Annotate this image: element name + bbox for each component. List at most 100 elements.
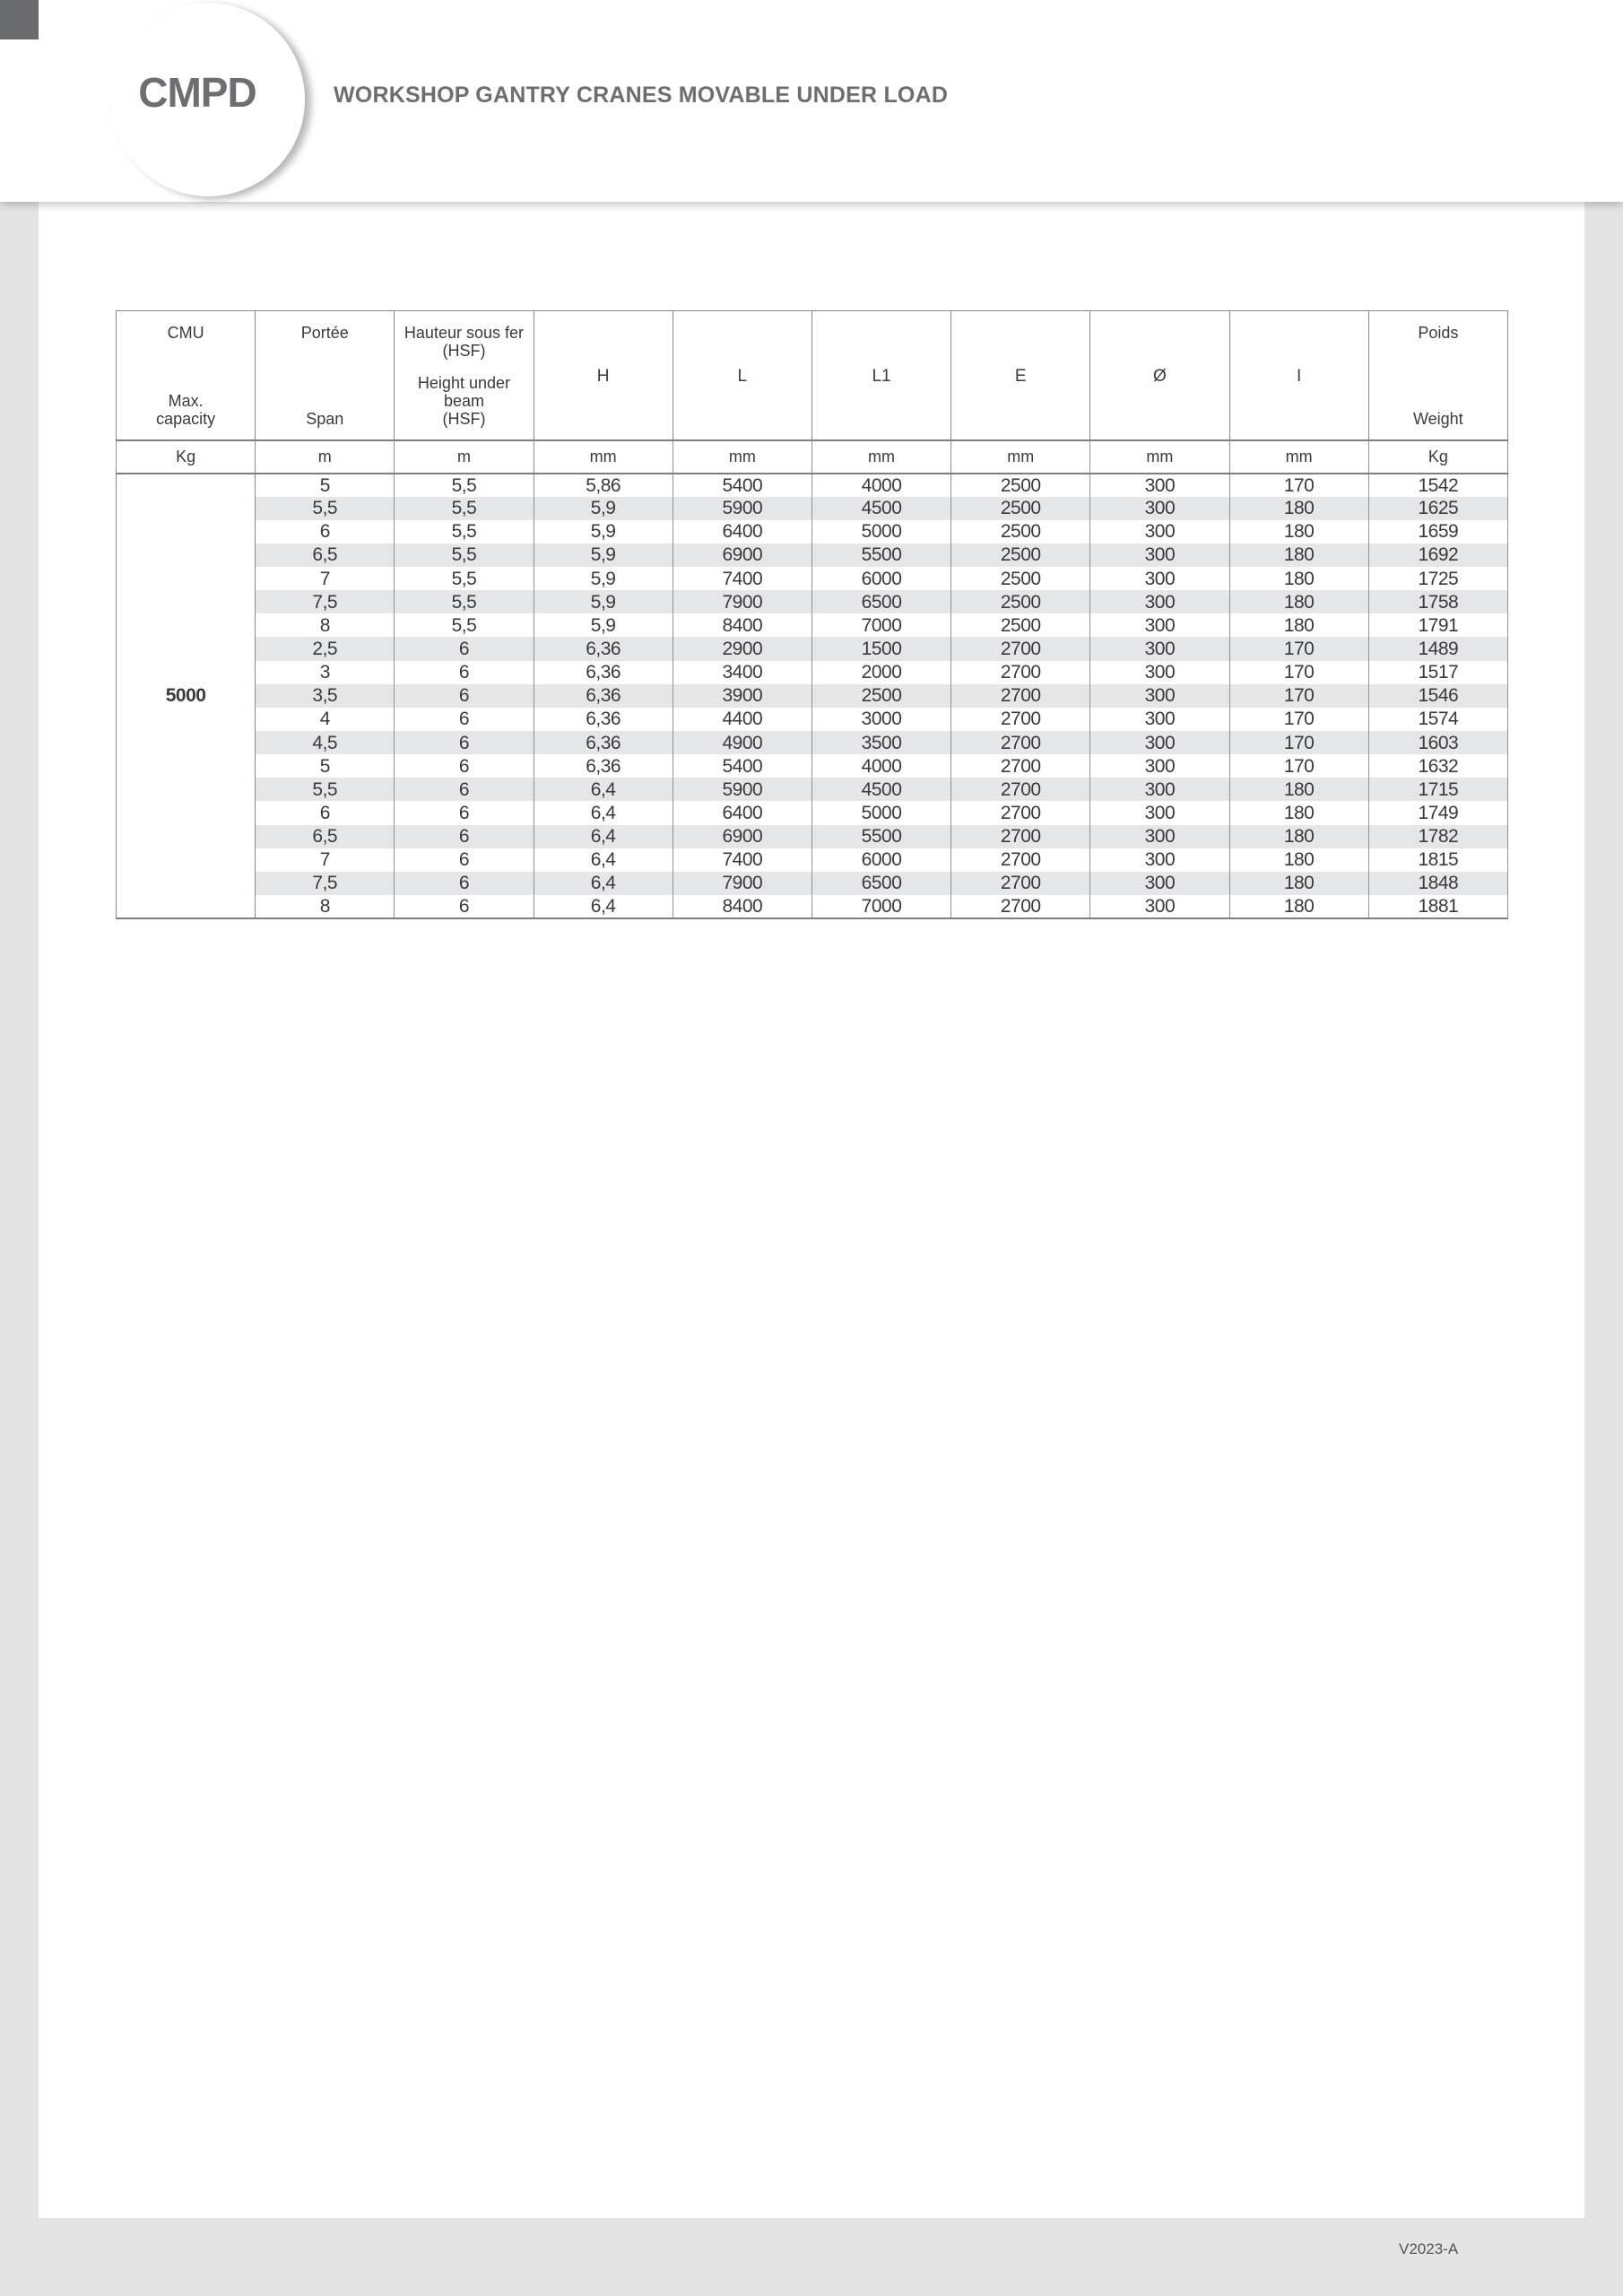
data-cell-l1: 5500	[811, 543, 952, 568]
data-cell-l: 3400	[672, 660, 812, 684]
data-cell-weight: 1489	[1367, 637, 1509, 661]
column-header-i: I	[1228, 310, 1369, 441]
data-cell-l1: 2000	[811, 660, 952, 684]
data-cell-l1: 4000	[811, 754, 952, 778]
data-cell-l1: 5500	[811, 824, 952, 848]
data-cell-span: 6,5	[255, 824, 395, 848]
data-cell-h: 5,9	[533, 590, 673, 614]
data-cell-i: 180	[1228, 567, 1369, 591]
data-cell-diameter: 300	[1089, 543, 1230, 568]
column-label-en-cmu: Max. capacity	[156, 392, 216, 429]
data-cell-e: 2700	[950, 660, 1091, 684]
data-cell-i: 170	[1228, 473, 1369, 497]
data-cell-i: 170	[1228, 660, 1369, 684]
brand-text: CMPD	[138, 69, 256, 116]
data-cell-diameter: 300	[1089, 824, 1230, 848]
data-cell-diameter: 300	[1089, 473, 1230, 497]
data-cell-hsf: 5,5	[394, 590, 534, 614]
data-cell-weight: 1749	[1367, 801, 1509, 825]
data-cell-e: 2700	[950, 848, 1091, 872]
table-row: 7,5 6 6,4 7900 6500 2700 300 180 1848	[117, 871, 1509, 896]
data-cell-h: 6,4	[533, 895, 673, 919]
data-cell-span: 5,5	[255, 778, 395, 802]
data-cell-l1: 5000	[811, 801, 952, 825]
data-cell-l: 8400	[672, 895, 812, 919]
data-cell-weight: 1603	[1367, 731, 1509, 755]
data-cell-h: 6,4	[533, 778, 673, 802]
data-cell-weight: 1881	[1367, 895, 1509, 919]
column-header-span: Portée Span	[255, 310, 395, 441]
data-cell-i: 180	[1228, 613, 1369, 638]
data-cell-hsf: 6	[394, 637, 534, 661]
data-cell-e: 2700	[950, 801, 1091, 825]
data-cell-i: 180	[1228, 871, 1369, 896]
column-label-l: L	[737, 366, 748, 386]
table-row: 4,5 6 6,36 4900 3500 2700 300 170 1603	[117, 731, 1509, 755]
data-cell-diameter: 300	[1089, 778, 1230, 802]
data-cell-weight: 1791	[1367, 613, 1509, 638]
data-cell-l: 4400	[672, 707, 812, 732]
data-cell-hsf: 6	[394, 895, 534, 919]
data-cell-l: 7900	[672, 590, 812, 614]
column-label-e: E	[1014, 366, 1027, 386]
data-cell-h: 6,4	[533, 848, 673, 872]
spec-table-head: CMU Max. capacity Portée Span Hauteur sous f…	[115, 310, 1509, 474]
data-cell-span: 6,5	[255, 543, 395, 568]
data-cell-weight: 1517	[1367, 660, 1509, 684]
column-header-l: L	[672, 310, 812, 441]
data-cell-l: 7400	[672, 848, 812, 872]
table-row: 6 5,5 5,9 6400 5000 2500 300 180 1659	[117, 519, 1509, 544]
data-cell-h: 6,36	[533, 754, 673, 778]
data-cell-diameter: 300	[1089, 496, 1230, 520]
data-cell-diameter: 300	[1089, 683, 1230, 708]
table-row: 6 6 6,4 6400 5000 2700 300 180 1749	[117, 801, 1509, 825]
column-header-row: CMU Max. capacity Portée Span Hauteur sous f…	[115, 310, 1509, 441]
unit-cell-weight: Kg	[1367, 439, 1509, 474]
data-cell-i: 170	[1228, 754, 1369, 778]
data-cell-diameter: 300	[1089, 590, 1230, 614]
unit-cell-i: mm	[1228, 439, 1369, 474]
data-cell-i: 170	[1228, 637, 1369, 661]
column-header-cmu: CMU Max. capacity	[115, 310, 256, 441]
unit-cell-l1: mm	[811, 439, 952, 474]
unit-cell-span: m	[255, 439, 395, 474]
column-header-l1: L1	[811, 310, 952, 441]
data-cell-i: 170	[1228, 683, 1369, 708]
column-label-fr-span: Portée	[300, 324, 349, 342]
data-cell-e: 2500	[950, 519, 1091, 544]
data-cell-hsf: 6	[394, 707, 534, 732]
table-row: 3 6 6,36 3400 2000 2700 300 170 1517	[117, 660, 1509, 684]
data-cell-l: 3900	[672, 683, 812, 708]
data-cell-h: 6,36	[533, 660, 673, 684]
table-row: 4 6 6,36 4400 3000 2700 300 170 1574	[117, 707, 1509, 732]
data-cell-hsf: 5,5	[394, 567, 534, 591]
unit-cell-diameter: mm	[1089, 439, 1230, 474]
data-cell-hsf: 6	[394, 683, 534, 708]
data-cell-diameter: 300	[1089, 567, 1230, 591]
capacity-cell: 5000	[115, 473, 256, 920]
units-row: Kg m m mm mm mm mm mm mm Kg	[115, 439, 1509, 474]
data-cell-weight: 1625	[1367, 496, 1509, 520]
table-row: 5,5 6 6,4 5900 4500 2700 300 180 1715	[117, 778, 1509, 802]
data-cell-l: 6900	[672, 543, 812, 568]
table-row: 8 5,5 5,9 8400 7000 2500 300 180 1791	[117, 613, 1509, 638]
data-cell-l1: 6500	[811, 871, 952, 896]
column-label-en-weight: Weight	[1412, 410, 1463, 429]
column-label-fr-hsf: Hauteur sous fer (HSF)	[404, 324, 524, 361]
unit-cell-l: mm	[672, 439, 812, 474]
data-cell-l1: 6000	[811, 567, 952, 591]
data-cell-span: 3,5	[255, 683, 395, 708]
data-cell-l1: 7000	[811, 895, 952, 919]
data-cell-l: 4900	[672, 731, 812, 755]
data-cell-e: 2700	[950, 895, 1091, 919]
data-cell-l: 2900	[672, 637, 812, 661]
data-cell-e: 2700	[950, 731, 1091, 755]
column-label-diameter: Ø	[1153, 366, 1167, 386]
data-cell-h: 5,9	[533, 519, 673, 544]
data-cell-e: 2500	[950, 567, 1091, 591]
data-cell-h: 6,4	[533, 824, 673, 848]
data-cell-weight: 1546	[1367, 683, 1509, 708]
data-cell-l1: 1500	[811, 637, 952, 661]
data-cell-l1: 4000	[811, 473, 952, 497]
data-cell-h: 5,9	[533, 567, 673, 591]
